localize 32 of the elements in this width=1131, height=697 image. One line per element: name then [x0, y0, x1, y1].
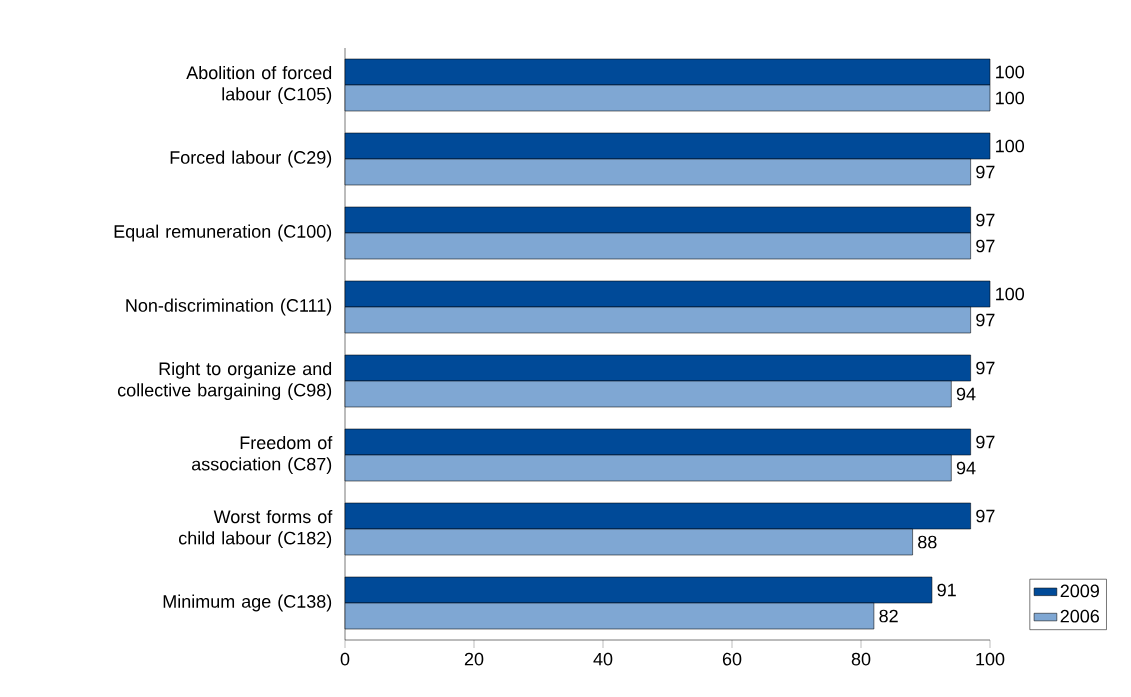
x-tick-label: 60 — [722, 652, 742, 666]
data-label: 97 — [976, 313, 995, 327]
y-tick-label: Abolition of forced labour (C105) — [186, 65, 332, 105]
y-tick-label: Minimum age (C138) — [163, 594, 332, 612]
y-tick-label: Right to organize and collective bargaining (C98) — [117, 361, 332, 401]
data-label: 97 — [976, 165, 995, 179]
data-label: 97 — [976, 361, 995, 375]
y-tick-label: Freedom of association (C87) — [192, 435, 333, 475]
data-label: 91 — [937, 583, 956, 597]
x-tick-label: 40 — [593, 652, 613, 666]
x-tick-label: 0 — [340, 652, 350, 666]
data-label: 94 — [956, 461, 976, 475]
data-label: 100 — [996, 139, 1025, 153]
data-label: 100 — [996, 65, 1025, 79]
y-tick-label: Forced labour (C29) — [170, 150, 332, 168]
data-label: 97 — [976, 213, 995, 227]
legend-label: 2006 — [1060, 609, 1100, 623]
data-label: 88 — [918, 535, 937, 549]
data-label: 97 — [976, 509, 995, 523]
x-tick-label: 80 — [851, 652, 871, 666]
y-tick-label: Equal remuneration (C100) — [114, 224, 332, 242]
data-label: 82 — [879, 609, 898, 623]
x-tick-label: 100 — [976, 652, 1005, 666]
data-label: 100 — [996, 91, 1025, 105]
data-label: 97 — [976, 435, 995, 449]
data-label: 94 — [956, 387, 976, 401]
legend-label: 2009 — [1060, 584, 1099, 598]
y-tick-label: Non-discrimination (C111) — [126, 298, 332, 316]
x-tick-label: 20 — [464, 652, 484, 666]
y-tick-label: Worst forms of child labour (C182) — [178, 509, 333, 549]
data-label: 97 — [976, 239, 995, 253]
data-label: 100 — [996, 287, 1025, 301]
